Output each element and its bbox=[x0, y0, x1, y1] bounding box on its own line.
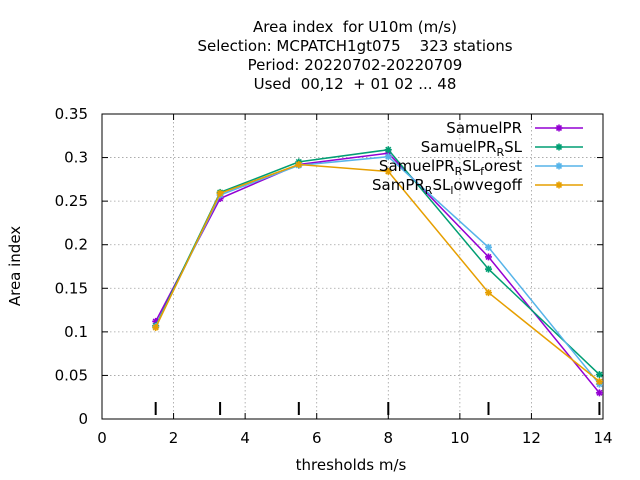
x-tick-label: 14 bbox=[593, 429, 612, 447]
y-tick-label: 0 bbox=[78, 410, 88, 428]
point-marker bbox=[555, 143, 563, 151]
chart-title: Area index for U10m (m/s) Selection: MCP… bbox=[0, 18, 640, 94]
title-line-1: Area index for U10m (m/s) bbox=[253, 18, 457, 36]
title-line-2: Selection: MCPATCH1gt075 323 stations bbox=[197, 37, 513, 55]
x-tick-label: 8 bbox=[384, 429, 394, 447]
plot-frame bbox=[101, 113, 604, 420]
point-marker bbox=[596, 378, 603, 385]
point-marker bbox=[485, 253, 492, 260]
point-marker bbox=[152, 324, 159, 331]
point-marker bbox=[485, 266, 492, 273]
point-marker bbox=[555, 124, 563, 132]
x-tick-label: 4 bbox=[240, 429, 250, 447]
x-tick-label: 2 bbox=[169, 429, 179, 447]
y-axis-label: Area index bbox=[6, 226, 24, 306]
y-tick-label: 0.25 bbox=[55, 192, 88, 210]
series-lines bbox=[152, 146, 603, 397]
point-marker bbox=[555, 162, 563, 170]
point-marker bbox=[385, 153, 392, 160]
series-line bbox=[155, 152, 600, 394]
y-tick-label: 0.1 bbox=[64, 323, 88, 341]
legend-entry-label: SamuelPRRSLforest bbox=[379, 157, 522, 178]
point-marker bbox=[217, 190, 224, 197]
y-tick-label: 0.3 bbox=[64, 149, 88, 167]
title-line-4: Used 00,12 + 01 02 ... 48 bbox=[253, 75, 457, 93]
legend-entry-label: SamuelPR bbox=[446, 119, 522, 137]
point-marker bbox=[596, 389, 603, 396]
series bbox=[152, 161, 603, 386]
x-tick-label: 0 bbox=[97, 429, 107, 447]
legend: SamuelPRSamuelPRRSLSamuelPRRSLforestSamP… bbox=[372, 119, 583, 197]
x-tick-label: 12 bbox=[522, 429, 541, 447]
y-tick-label: 0.35 bbox=[55, 105, 88, 123]
legend-entry-label: SamuelPRRSL bbox=[421, 138, 523, 159]
axes: 0 2 4 6 8 10 12 14 0 0.05 0.1 0.15 0.2 0.25 0.3 0.35 bbox=[55, 105, 613, 447]
point-marker bbox=[385, 146, 392, 153]
y-tick-label: 0.05 bbox=[55, 366, 88, 384]
legend-entry-label: SamPRRSLlowvegoff bbox=[372, 176, 523, 197]
y-tick-label: 0.15 bbox=[55, 279, 88, 297]
x-tick-label: 10 bbox=[450, 429, 469, 447]
point-marker bbox=[555, 181, 563, 189]
x-tick-label: 6 bbox=[312, 429, 322, 447]
point-marker bbox=[485, 289, 492, 296]
point-marker bbox=[596, 371, 603, 378]
grid bbox=[102, 114, 603, 419]
title-line-3: Period: 20220702-20220709 bbox=[247, 56, 463, 74]
y-tick-label: 0.2 bbox=[64, 236, 88, 254]
series-line bbox=[155, 163, 600, 383]
x-axis-label: thresholds m/s bbox=[296, 456, 407, 474]
point-marker bbox=[485, 244, 492, 251]
point-marker bbox=[385, 168, 392, 175]
point-marker bbox=[295, 161, 302, 168]
